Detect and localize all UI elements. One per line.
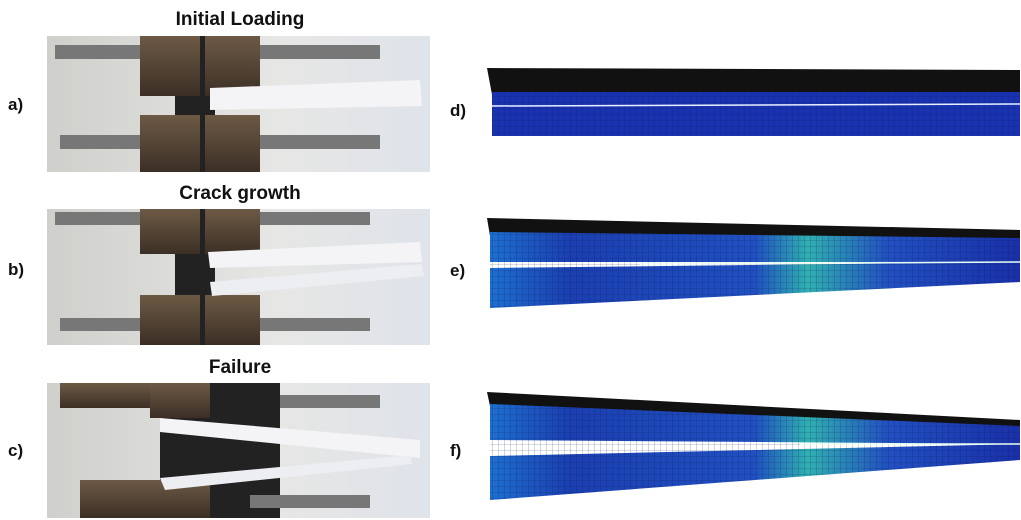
- panel-label: a): [8, 95, 23, 114]
- panel-label: f): [450, 441, 461, 460]
- panel-title: Failure: [209, 357, 271, 378]
- photo-c: [47, 383, 430, 518]
- panel-label: e): [450, 261, 465, 280]
- panel-label: c): [8, 441, 23, 460]
- panel-label: d): [450, 101, 466, 120]
- panel-label: b): [8, 260, 24, 279]
- panel-title: Crack growth: [179, 183, 300, 204]
- simulation-f: [487, 392, 1020, 500]
- simulation-d: [487, 68, 1020, 136]
- panel-title: Initial Loading: [176, 9, 305, 30]
- page: Initial Loading Crack growth Failure a) …: [0, 0, 1021, 520]
- simulation-e: [487, 218, 1020, 308]
- figure: Initial Loading Crack growth Failure a) …: [0, 0, 1021, 520]
- photo-a: [47, 36, 430, 172]
- photo-b: [47, 209, 430, 345]
